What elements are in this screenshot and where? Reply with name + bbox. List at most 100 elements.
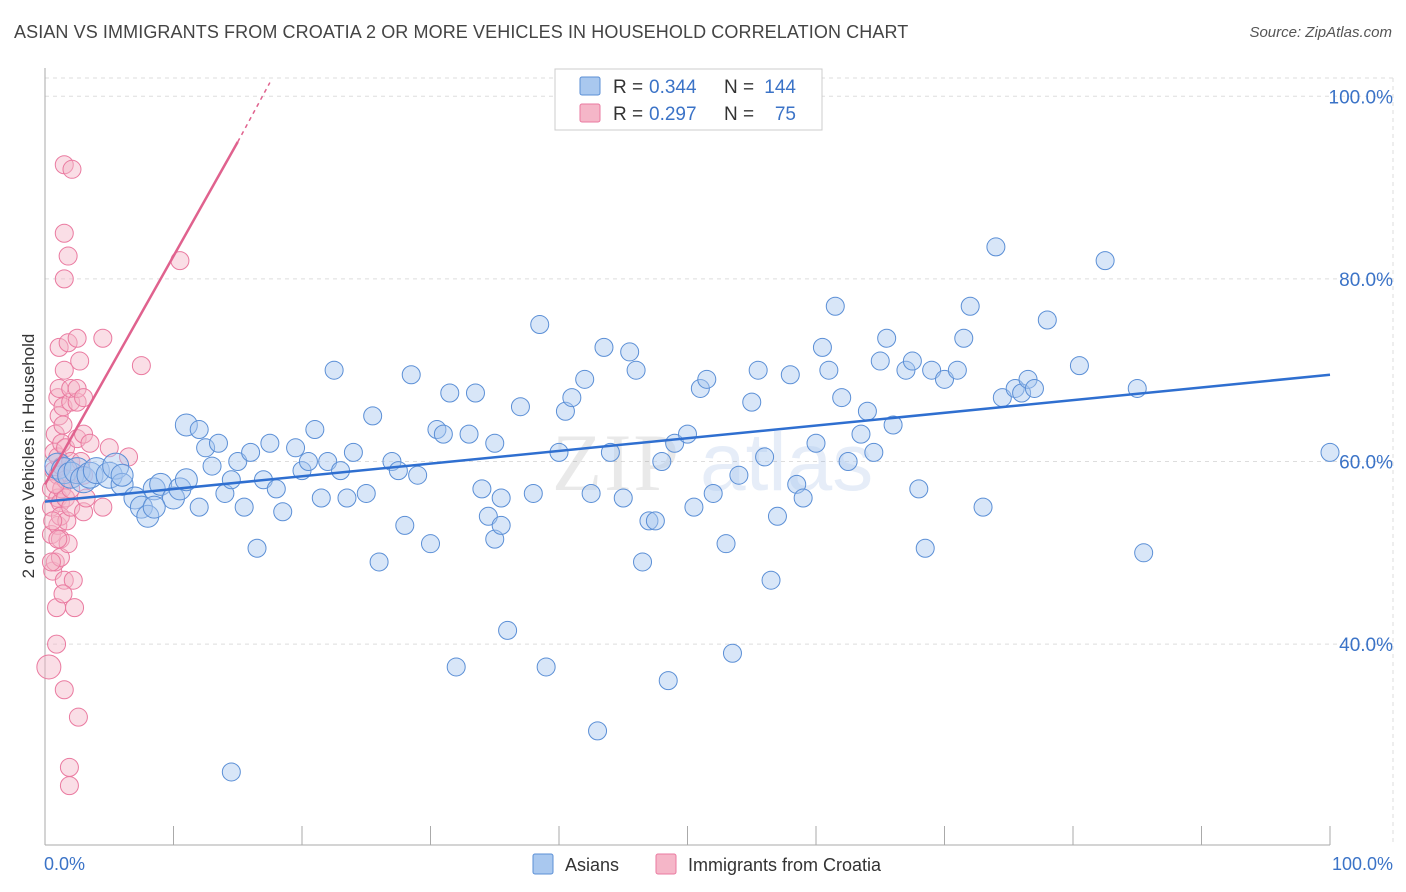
croatia-point xyxy=(68,707,88,727)
asians-point xyxy=(678,424,697,444)
asians-point xyxy=(241,442,261,462)
y-tick-label: 40.0% xyxy=(1339,635,1393,656)
chart-title: ASIAN VS IMMIGRANTS FROM CROATIA 2 OR MO… xyxy=(14,22,909,42)
legend-n-label-croatia: N = xyxy=(724,104,754,125)
axes xyxy=(44,68,1331,846)
asians-point xyxy=(716,534,736,554)
croatia-point xyxy=(63,570,83,590)
asians-point xyxy=(1095,251,1115,271)
asians-point xyxy=(909,479,929,499)
legend-bottom-swatch-asians xyxy=(532,853,554,875)
asians-point xyxy=(973,497,993,517)
legend-swatch-croatia xyxy=(579,103,601,123)
asians-point xyxy=(318,452,338,471)
asians-point xyxy=(530,315,550,335)
croatia-point xyxy=(54,360,74,380)
asians-point xyxy=(311,488,331,508)
asians-point xyxy=(780,365,800,385)
croatia-point xyxy=(47,634,67,654)
asians-point xyxy=(761,570,781,590)
asians-point xyxy=(825,296,845,316)
asians-point xyxy=(755,447,775,467)
y-tick-label: 60.0% xyxy=(1339,453,1393,474)
croatia-point xyxy=(53,584,73,604)
asians-point xyxy=(832,388,852,408)
asians-point xyxy=(697,369,717,389)
asians-point xyxy=(273,502,293,522)
legend-r-value-croatia: 0.297 xyxy=(649,104,697,125)
asians-point xyxy=(202,456,222,476)
croatia-point xyxy=(58,246,78,266)
croatia-point xyxy=(54,223,74,243)
asians-point xyxy=(722,643,742,663)
asians-point xyxy=(465,383,485,403)
asians-point xyxy=(645,511,665,531)
asians-point xyxy=(877,328,897,348)
asians-point xyxy=(883,415,903,435)
asians-point xyxy=(902,351,922,371)
croatia-point xyxy=(49,406,69,426)
asians-point xyxy=(343,442,363,462)
legend-r-label-croatia: R = xyxy=(613,104,643,125)
legend-top: R = 0.344 N = 144 R = 0.297 N = 75 xyxy=(554,68,823,131)
asians-point xyxy=(806,433,826,453)
asians-point xyxy=(588,721,608,741)
asians-point xyxy=(369,552,389,572)
croatia-trend-extension xyxy=(237,82,271,143)
asians-point xyxy=(478,506,498,526)
asians-point xyxy=(748,360,768,380)
asians-point xyxy=(305,420,325,440)
legend-bottom-label-croatia: Immigrants from Croatia xyxy=(688,855,882,875)
asians-point xyxy=(793,488,813,508)
asians-point xyxy=(947,360,967,380)
x-tick-label: 100.0% xyxy=(1332,854,1393,874)
asians-point xyxy=(812,337,832,357)
croatia-point xyxy=(58,534,78,554)
asians-point xyxy=(459,424,479,444)
asians-point xyxy=(960,296,980,316)
asians-point xyxy=(196,438,216,458)
asians-point xyxy=(298,452,318,471)
croatia-point xyxy=(49,337,69,357)
asians-point xyxy=(620,342,640,362)
asians-point xyxy=(1069,356,1089,376)
asians-point xyxy=(189,420,209,440)
asians-point xyxy=(581,483,601,503)
asians-point xyxy=(613,488,633,508)
asians-point xyxy=(440,383,460,403)
asians-point xyxy=(935,369,954,389)
legend-bottom: Asians Immigrants from Croatia xyxy=(532,853,882,875)
legend-n-label-asians: N = xyxy=(724,77,754,98)
asians-point xyxy=(472,479,492,499)
asians-point xyxy=(729,465,749,485)
asians-point xyxy=(260,433,280,453)
asians-point xyxy=(658,671,678,691)
asians-point xyxy=(510,397,530,417)
asians-point xyxy=(767,506,787,526)
asians-point xyxy=(498,620,518,640)
croatia-point xyxy=(36,654,62,680)
croatia-point xyxy=(53,415,73,435)
asians-point xyxy=(562,388,582,408)
legend-bottom-label-asians: Asians xyxy=(565,855,619,875)
asians-point xyxy=(954,328,974,348)
asians-point xyxy=(388,461,408,481)
asians-point xyxy=(234,497,254,517)
asians-point xyxy=(221,470,241,490)
asians-point xyxy=(491,488,511,508)
x-tick-label: 0.0% xyxy=(44,854,85,874)
asians-point xyxy=(703,483,723,503)
croatia-point xyxy=(93,328,113,348)
asians-point xyxy=(324,360,344,380)
croatia-point xyxy=(62,159,82,179)
asians-point xyxy=(742,392,762,412)
asians-point xyxy=(536,657,556,677)
y-axis-title: 2 or more Vehicles in Household xyxy=(19,334,38,579)
croatia-point xyxy=(59,757,79,777)
asians-point xyxy=(922,360,942,380)
asians-point xyxy=(1134,543,1154,563)
legend-swatch-asians xyxy=(579,76,601,96)
asians-trend-line xyxy=(44,373,1331,503)
croatia-point xyxy=(65,598,85,618)
